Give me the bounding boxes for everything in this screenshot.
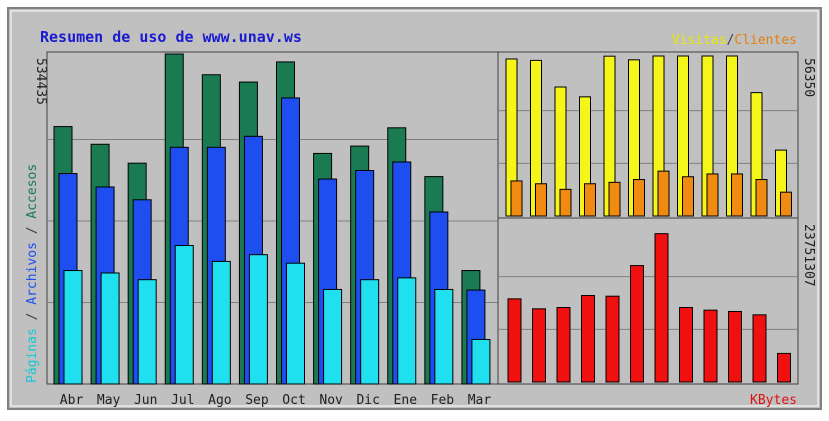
- bar-paginas-oct: [286, 262, 305, 385]
- month-labels: Abr May Jun Jul Ago Sep Oct Nov Dic Ene Feb Mar: [60, 393, 492, 408]
- bar-paginas-jun: [137, 279, 157, 385]
- main-plot-panel: Abr May Jun Jul Ago Sep Oct Nov Dic Ene Feb Mar: [46, 51, 499, 408]
- bar-paginas-may: [100, 272, 120, 385]
- month-label-ene: Ene: [394, 393, 418, 408]
- legend-clientes: Clientes: [734, 33, 797, 48]
- month-label-abr: Abr: [60, 393, 84, 408]
- bar-clientes-sep: [633, 179, 645, 217]
- bar-kbytes-may: [532, 308, 546, 383]
- bar-clientes-mar: [780, 191, 792, 217]
- bar-clientes-abr: [510, 180, 523, 217]
- bar-paginas-abr: [63, 270, 83, 385]
- main-grid: [47, 139, 498, 303]
- paginas-archivos-accesos-legend: Páginas / Archivos / Accesos: [25, 164, 40, 383]
- bar-paginas-sep: [248, 254, 268, 385]
- kbytes-plot-border: [497, 217, 799, 385]
- bar-paginas-dic: [360, 279, 380, 385]
- visitas-bars: [505, 55, 792, 217]
- legend-paginas: Páginas: [25, 328, 40, 383]
- legend-accesos: Accesos: [25, 164, 40, 219]
- month-label-dic: Dic: [356, 393, 379, 408]
- bar-kbytes-nov: [679, 306, 693, 383]
- graph-title: Resumen de uso de www.unav.ws: [40, 28, 302, 46]
- month-label-sep: Sep: [245, 393, 269, 408]
- visitas-clientes-legend: Visitas/Clientes: [672, 33, 797, 48]
- legend-visitas: Visitas: [672, 33, 727, 48]
- bar-kbytes-ago: [605, 295, 620, 383]
- bar-kbytes-mar: [777, 352, 791, 383]
- bar-clientes-oct: [657, 170, 670, 217]
- bar-clientes-ene: [731, 173, 743, 217]
- month-label-may: May: [97, 393, 121, 408]
- legend-separator: /: [727, 33, 735, 48]
- bar-paginas-mar: [471, 338, 491, 385]
- main-plot-border: [46, 51, 499, 385]
- bar-clientes-dic: [706, 173, 719, 217]
- bar-clientes-nov: [682, 176, 694, 217]
- bar-kbytes-ene: [728, 310, 742, 383]
- main-ymax-label: 534435: [33, 58, 48, 105]
- legend-archivos: Archivos: [25, 242, 40, 305]
- bar-paginas-ago: [211, 260, 231, 385]
- bar-clientes-feb: [755, 179, 768, 217]
- bar-kbytes-oct: [654, 233, 669, 383]
- bar-kbytes-jun: [556, 306, 571, 383]
- kbytes-grid: [498, 276, 798, 330]
- kbytes-ymax-label: 23751307: [801, 224, 816, 287]
- legend-separator-1: /: [25, 305, 40, 328]
- main-bars: [53, 53, 491, 385]
- bar-clientes-may: [535, 183, 547, 217]
- month-label-ago: Ago: [208, 393, 231, 408]
- bar-kbytes-abr: [507, 298, 522, 383]
- month-label-jun: Jun: [134, 393, 157, 408]
- bar-kbytes-sep: [630, 265, 644, 383]
- bar-clientes-jun: [559, 188, 572, 217]
- month-label-mar: Mar: [468, 393, 492, 408]
- kbytes-plot-panel: [497, 217, 799, 385]
- month-label-nov: Nov: [319, 393, 343, 408]
- month-label-jul: Jul: [171, 393, 194, 408]
- bar-kbytes-feb: [752, 314, 767, 383]
- bar-kbytes-jul: [581, 295, 595, 383]
- graph-frame-highlight: [10, 10, 819, 407]
- bar-clientes-jul: [584, 183, 596, 217]
- bar-clientes-ago: [608, 181, 621, 217]
- bar-kbytes-dic: [703, 309, 718, 383]
- bar-paginas-nov: [323, 288, 343, 385]
- bar-paginas-feb: [434, 288, 454, 385]
- visitas-plot-panel: [497, 51, 799, 219]
- visitas-ymax-label: 56350: [801, 58, 816, 97]
- bar-paginas-ene: [397, 277, 417, 385]
- month-label-oct: Oct: [282, 393, 305, 408]
- visitas-plot-border: [497, 51, 799, 219]
- visitas-grid: [498, 110, 798, 164]
- kbytes-bars: [507, 233, 791, 383]
- legend-separator-2: /: [25, 219, 40, 242]
- bar-paginas-jul: [174, 245, 194, 385]
- kbytes-label: KBytes: [750, 393, 797, 408]
- month-label-feb: Feb: [431, 393, 455, 408]
